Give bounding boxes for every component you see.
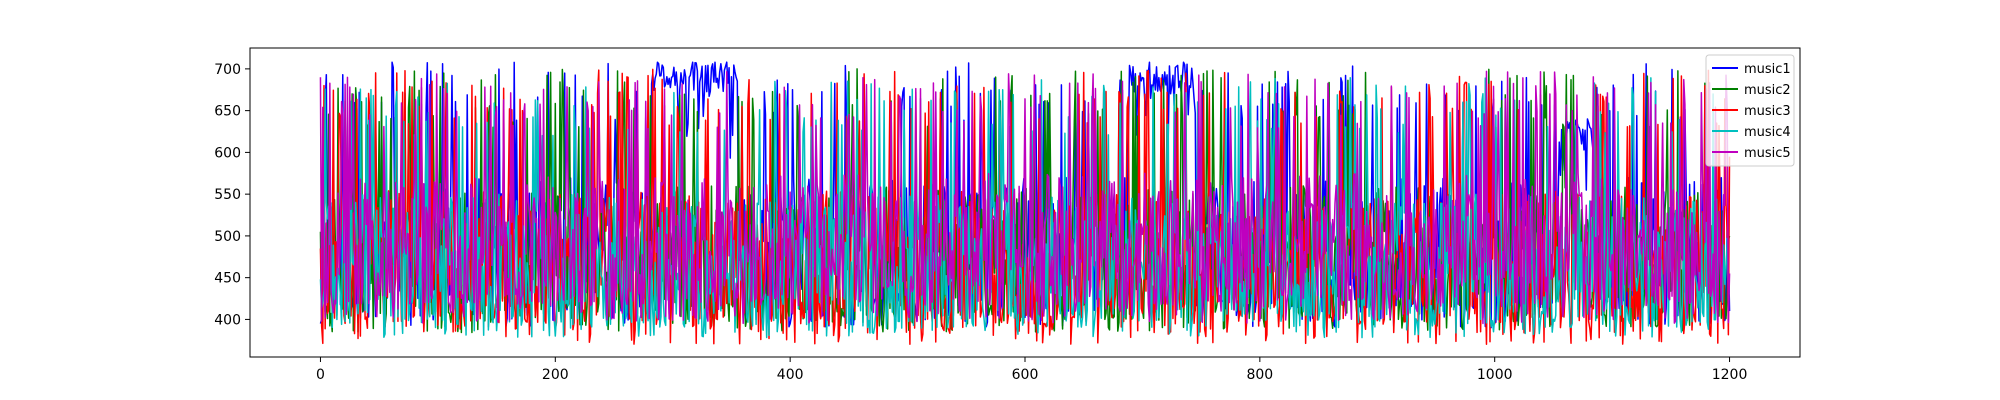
legend-label-music1: music1 [1744, 62, 1791, 77]
y-tick-label: 550 [214, 187, 241, 203]
y-tick-label: 400 [214, 312, 241, 328]
x-tick-label: 1000 [1477, 367, 1513, 383]
y-tick-label: 650 [214, 104, 241, 120]
x-tick-label: 200 [542, 367, 569, 383]
legend-label-music3: music3 [1744, 104, 1791, 119]
y-tick-label: 600 [214, 145, 241, 161]
x-tick-label: 1200 [1712, 367, 1748, 383]
series-line-music5 [319, 70, 1731, 325]
x-tick-label: 400 [777, 367, 804, 383]
x-tick-label: 600 [1012, 367, 1039, 383]
legend-box [1705, 54, 1795, 167]
legend-label-music2: music2 [1744, 83, 1791, 98]
legend-label-music4: music4 [1744, 125, 1791, 140]
legend-label-music5: music5 [1744, 146, 1791, 161]
x-axis: 0 200 400 600 800 1000 1200 [316, 357, 1747, 383]
series-line-music4 [319, 77, 1731, 339]
y-axis: 400 450 500 550 600 650 700 [214, 62, 250, 328]
x-tick-label: 0 [316, 367, 325, 383]
series-layer [319, 61, 1731, 345]
x-tick-label: 800 [1246, 367, 1273, 383]
y-tick-label: 500 [214, 229, 241, 245]
legend: music1 music2 music3 music4 music5 [1705, 54, 1795, 167]
y-tick-label: 450 [214, 271, 241, 287]
y-tick-label: 700 [214, 62, 241, 78]
